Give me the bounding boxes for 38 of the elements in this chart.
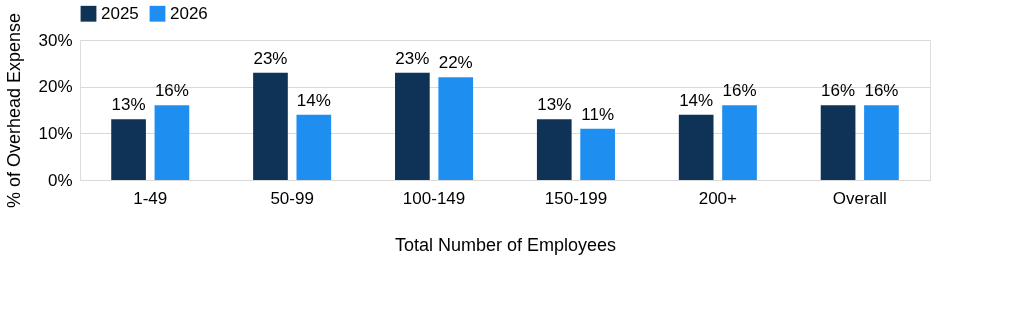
x-tick-label: 200+	[698, 188, 738, 208]
bar	[154, 105, 190, 180]
data-label: 23%	[395, 48, 430, 68]
data-label: 14%	[296, 90, 331, 110]
bar	[678, 114, 714, 180]
bar	[253, 72, 288, 180]
x-tick-label: 1-49	[133, 188, 168, 208]
x-tick-label: Overall	[832, 188, 887, 208]
y-tick-label: 30%	[38, 30, 73, 50]
y-tick-label: 20%	[38, 77, 73, 97]
data-label: 16%	[722, 81, 757, 101]
y-tick-label: 10%	[38, 123, 73, 143]
data-label: 11%	[581, 104, 615, 124]
x-tick-label: 50-99	[270, 188, 314, 208]
data-label: 13%	[537, 95, 572, 115]
bar	[395, 72, 430, 180]
bar	[722, 105, 757, 180]
x-tick-label: 100-149	[402, 188, 466, 208]
data-label: 16%	[864, 81, 899, 101]
bar	[296, 114, 332, 180]
bar	[536, 119, 572, 180]
data-label: 16%	[154, 81, 189, 101]
legend-label: 2026	[170, 3, 208, 23]
y-axis-title: % of Overhead Expense	[4, 12, 25, 209]
data-label: 14%	[679, 90, 714, 110]
legend-label: 2025	[101, 3, 139, 23]
x-axis-title: Total Number of Employees	[394, 234, 617, 255]
x-tick-label: 150-199	[544, 188, 608, 208]
bar	[580, 128, 615, 180]
y-tick-label: 0%	[47, 170, 73, 190]
data-label: 16%	[821, 81, 856, 101]
bar	[438, 77, 474, 180]
bar	[820, 105, 856, 180]
bar	[111, 119, 146, 180]
bar	[864, 105, 899, 180]
data-label: 22%	[438, 53, 473, 73]
data-label: 13%	[111, 95, 146, 115]
data-label: 23%	[253, 48, 288, 68]
